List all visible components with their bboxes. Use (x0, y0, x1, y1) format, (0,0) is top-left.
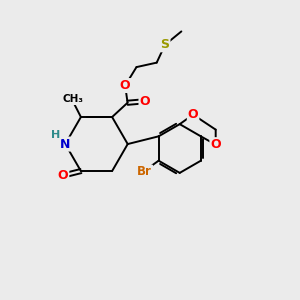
Text: CH₃: CH₃ (62, 94, 83, 104)
Text: N: N (60, 138, 70, 151)
Text: O: O (120, 79, 130, 92)
Text: O: O (188, 108, 198, 121)
Text: H: H (51, 130, 60, 140)
Text: Br: Br (137, 166, 152, 178)
Text: O: O (58, 169, 68, 182)
Text: O: O (210, 138, 221, 151)
Text: O: O (140, 95, 150, 108)
Text: S: S (160, 38, 169, 51)
